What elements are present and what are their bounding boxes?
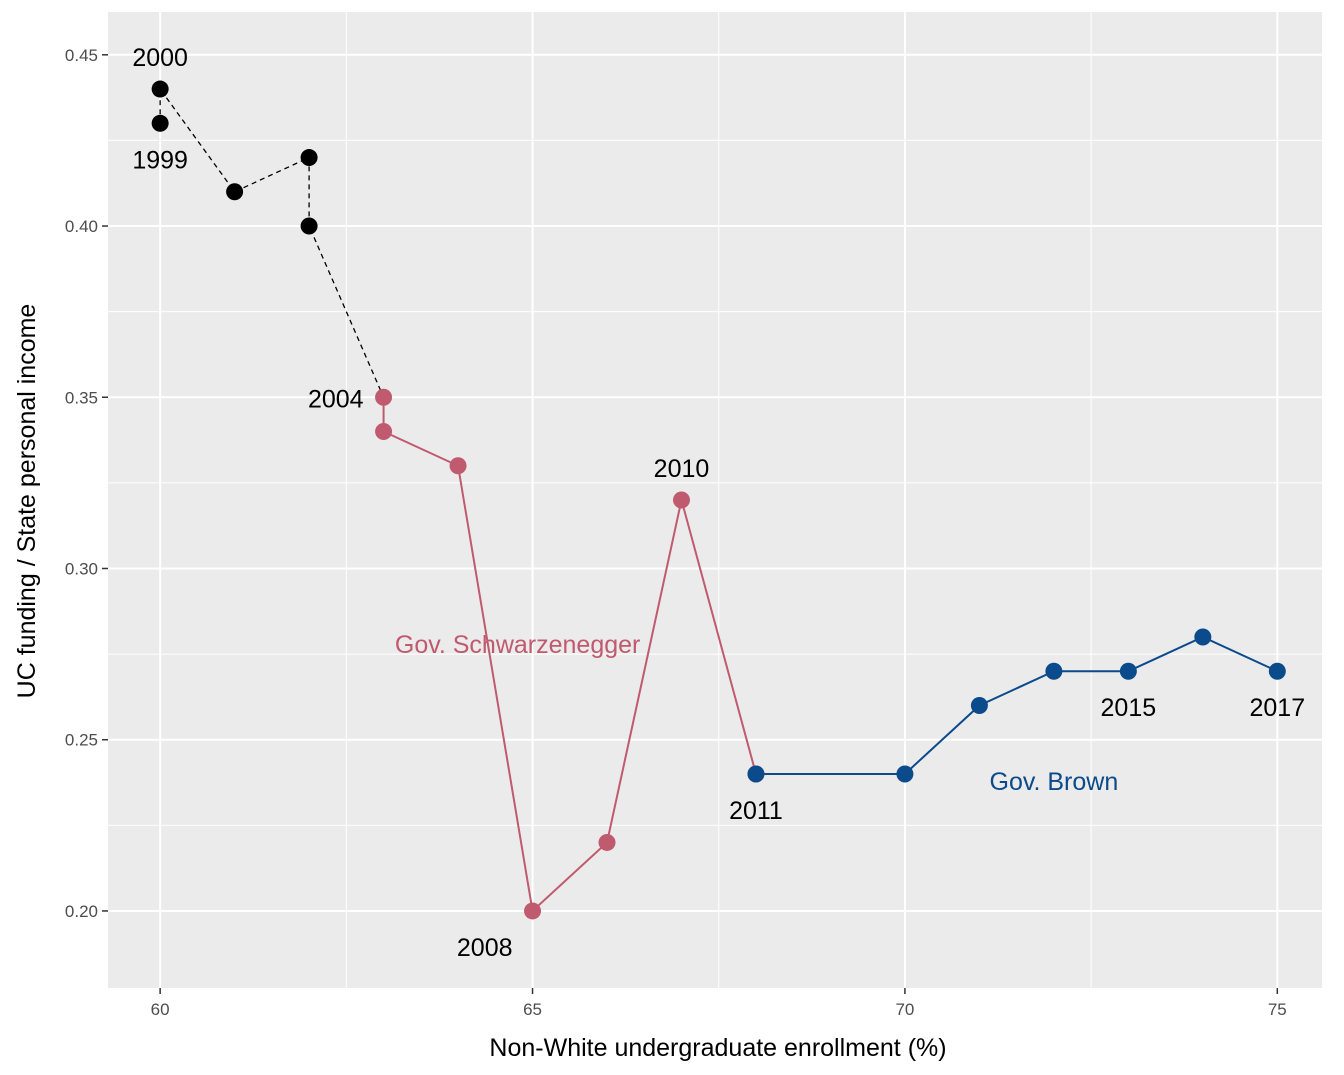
x-tick-label: 60 xyxy=(151,1000,170,1019)
data-point-pre xyxy=(151,114,169,132)
data-point-brown xyxy=(1194,628,1212,646)
data-point-schwarzenegger xyxy=(672,491,690,509)
data-point-pre xyxy=(300,217,318,235)
y-tick-label: 0.35 xyxy=(65,388,98,407)
data-point-schwarzenegger xyxy=(375,388,393,406)
minor-gridlines xyxy=(108,12,1322,988)
point-label: 2004 xyxy=(308,385,364,413)
x-axis-title: Non-White undergraduate enrollment (%) xyxy=(489,1034,946,1062)
y-tick-label: 0.40 xyxy=(65,217,98,236)
data-point-schwarzenegger xyxy=(375,423,393,441)
y-tick-label: 0.30 xyxy=(65,559,98,578)
data-point-schwarzenegger xyxy=(598,833,616,851)
data-point-schwarzenegger xyxy=(524,902,542,920)
data-point-brown xyxy=(896,765,914,783)
point-label: 2015 xyxy=(1101,694,1157,722)
data-point-brown xyxy=(970,696,988,714)
y-tick-label: 0.45 xyxy=(65,46,98,65)
data-points xyxy=(151,80,1286,920)
region-label-brown: Gov. Brown xyxy=(990,768,1119,796)
data-point-brown xyxy=(1119,662,1137,680)
point-label: 2000 xyxy=(132,44,188,72)
region-annotations: Gov. Schwarzenegger Gov. Brown xyxy=(395,631,1118,796)
y-axis-title: UC funding / State personal income xyxy=(13,304,41,699)
x-axis-ticks: 60 65 70 75 xyxy=(151,988,1287,1019)
major-gridlines xyxy=(108,12,1322,988)
point-labels: 2000 1999 2004 2008 2010 2011 2015 2017 xyxy=(132,44,1305,962)
y-tick-label: 0.25 xyxy=(65,731,98,750)
point-label: 2010 xyxy=(654,455,710,483)
data-point-brown xyxy=(747,765,765,783)
point-label: 2017 xyxy=(1250,694,1306,722)
data-point-brown xyxy=(1268,662,1286,680)
y-tick-label: 0.20 xyxy=(65,902,98,921)
data-point-schwarzenegger xyxy=(449,457,467,475)
data-point-brown xyxy=(1045,662,1063,680)
data-point-pre xyxy=(226,183,244,201)
x-tick-label: 65 xyxy=(523,1000,542,1019)
x-tick-label: 70 xyxy=(895,1000,914,1019)
x-tick-label: 75 xyxy=(1268,1000,1287,1019)
data-point-pre xyxy=(300,149,318,167)
point-label: 2008 xyxy=(457,934,513,962)
y-axis-ticks: 0.20 0.25 0.30 0.35 0.40 0.45 xyxy=(65,46,108,921)
region-label-schwarzenegger: Gov. Schwarzenegger xyxy=(395,631,641,659)
data-point-pre xyxy=(151,80,169,98)
point-label: 1999 xyxy=(132,146,188,174)
point-label: 2011 xyxy=(729,797,783,825)
plot-panel xyxy=(108,12,1322,988)
